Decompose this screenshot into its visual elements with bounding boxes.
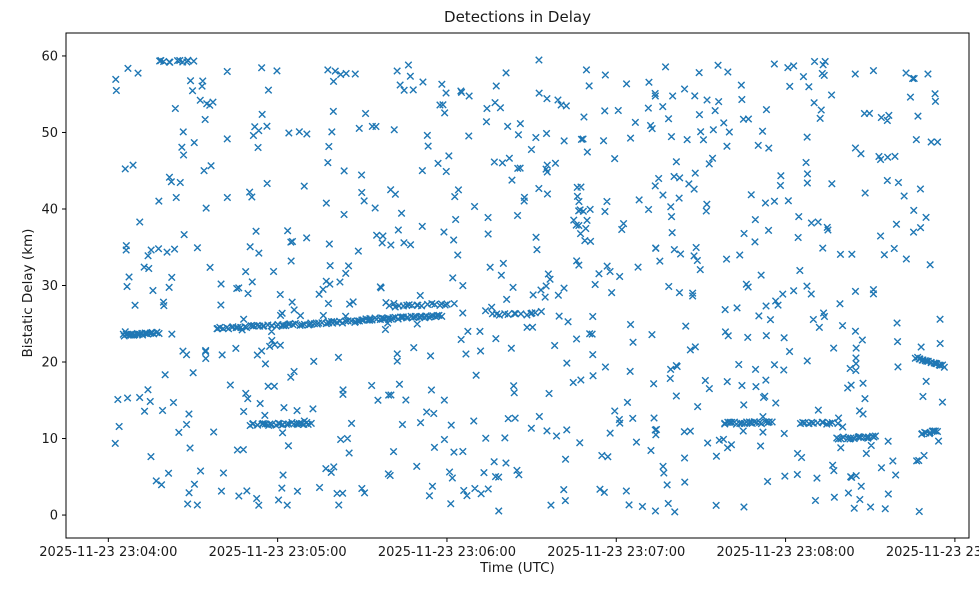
y-tick-label: 30	[41, 279, 58, 294]
y-tick-label: 0	[50, 509, 58, 524]
scatter-points	[111, 56, 949, 516]
y-tick-label: 40	[41, 202, 58, 217]
x-tick-label: 2025-11-23 23:04:00	[39, 545, 177, 560]
axes-frame	[65, 32, 970, 539]
y-tick-label: 50	[41, 126, 58, 141]
chart-title: Detections in Delay	[444, 8, 591, 26]
x-tick-label: 2025-11-23 23:09:00	[886, 545, 979, 560]
y-tick-label: 60	[41, 49, 58, 64]
x-tick-label: 2025-11-23 23:07:00	[547, 545, 685, 560]
x-tick-label: 2025-11-23 23:06:00	[378, 545, 516, 560]
y-tick-label: 10	[41, 432, 58, 447]
y-tick-label: 20	[41, 356, 58, 371]
x-tick-label: 2025-11-23 23:08:00	[717, 545, 855, 560]
y-axis-label: Bistatic Delay (km)	[20, 228, 36, 358]
x-axis-label: Time (UTC)	[480, 560, 555, 576]
x-tick-label: 2025-11-23 23:05:00	[209, 545, 347, 560]
